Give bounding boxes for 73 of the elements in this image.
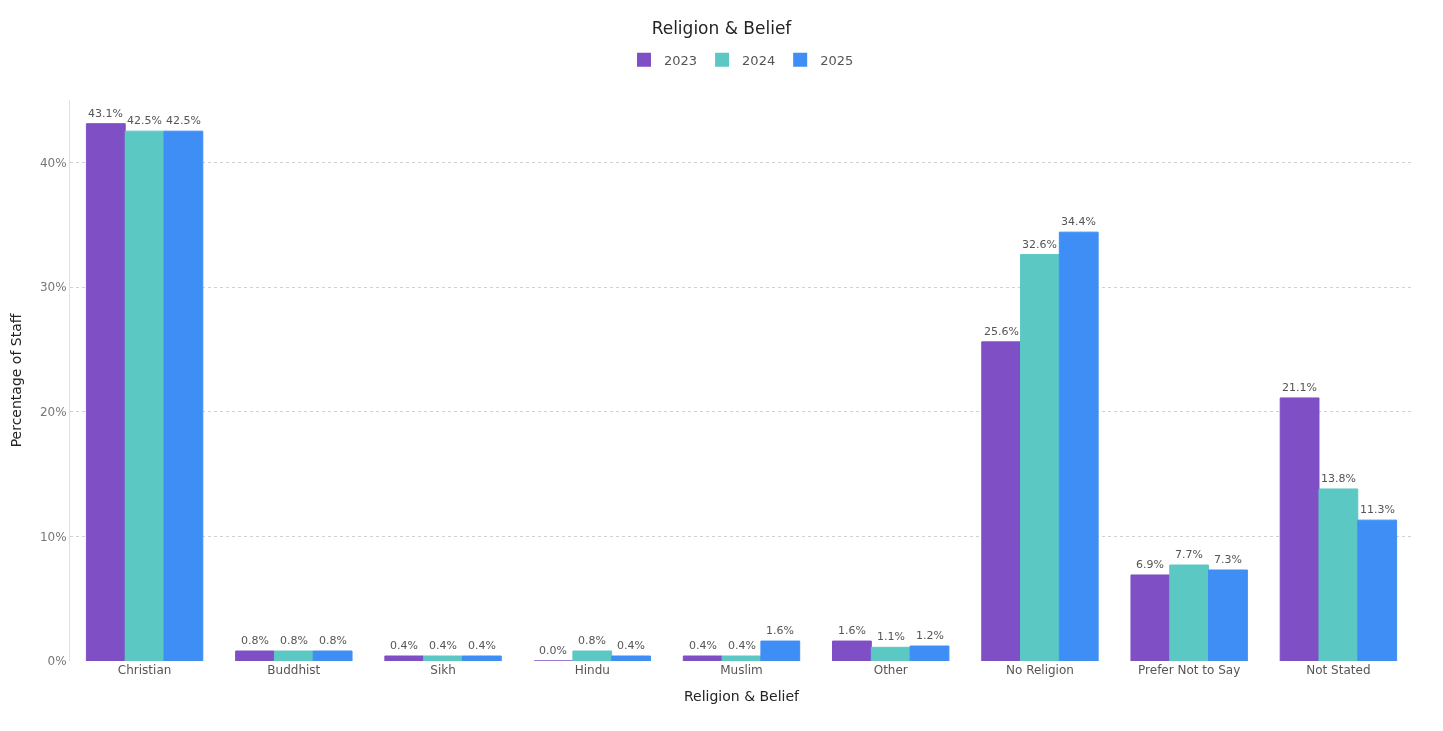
bar	[312, 650, 353, 661]
bar	[163, 130, 204, 661]
bar	[1058, 231, 1099, 661]
bar	[1208, 569, 1248, 661]
data-label: 0.8%	[319, 634, 347, 647]
legend-label: 2023	[664, 52, 698, 68]
data-label: 43.1%	[88, 107, 123, 120]
bar	[1020, 254, 1060, 661]
data-label: 21.1%	[1282, 381, 1317, 394]
data-label: 0.4%	[728, 639, 756, 652]
bar	[611, 655, 651, 661]
data-label: 1.2%	[916, 629, 944, 642]
y-tick-label: 0%	[47, 654, 67, 669]
bar	[273, 650, 314, 661]
y-axis-title: Percentage of Staff	[7, 313, 24, 448]
data-label: 32.6%	[1022, 238, 1057, 251]
bar	[461, 655, 502, 661]
x-tick-label: No Religion	[1005, 663, 1074, 677]
x-tick-label: Prefer Not to Say	[1138, 663, 1241, 677]
bar	[423, 655, 463, 661]
x-tick-label: Sikh	[430, 663, 456, 677]
x-tick-label: Muslim	[720, 663, 763, 677]
data-label: 0.4%	[429, 639, 457, 652]
x-tick-label: Christian	[117, 663, 172, 677]
data-label: 1.1%	[877, 630, 905, 643]
legend-label: 2025	[820, 52, 854, 68]
y-tick-label: 20%	[39, 404, 67, 419]
x-axis-title: Religion & Belief	[683, 688, 801, 705]
x-tick-label: Hindu	[574, 663, 610, 677]
data-label: 7.7%	[1175, 548, 1203, 561]
data-label: 0.8%	[280, 634, 308, 647]
x-tick-label: Other	[873, 663, 908, 677]
x-tick-label: Buddhist	[267, 663, 321, 677]
data-label: 1.6%	[838, 624, 866, 637]
data-label: 42.5%	[127, 114, 162, 127]
bar	[721, 655, 762, 661]
data-label: 11.3%	[1360, 503, 1395, 516]
data-label: 0.8%	[578, 634, 606, 647]
bar	[1169, 564, 1210, 661]
x-tick-label: Not Stated	[1306, 663, 1371, 677]
data-label: 0.4%	[468, 639, 496, 652]
bar	[1279, 397, 1320, 661]
bar	[760, 640, 801, 661]
bar	[572, 650, 613, 661]
bar	[384, 655, 425, 661]
chart-title: Religion & Belief	[651, 17, 793, 38]
data-label: 0.0%	[539, 644, 567, 657]
data-label: 34.4%	[1061, 215, 1096, 228]
data-label: 0.4%	[390, 639, 418, 652]
legend-label: 2024	[742, 52, 776, 68]
bar	[1130, 574, 1171, 661]
data-label: 0.4%	[689, 639, 717, 652]
data-label: 7.3%	[1214, 553, 1242, 566]
y-tick-label: 10%	[39, 529, 67, 544]
data-label: 6.9%	[1136, 558, 1164, 571]
bar	[1357, 519, 1398, 661]
bar	[832, 640, 872, 661]
data-label: 25.6%	[984, 325, 1019, 338]
bar	[981, 341, 1022, 661]
data-label: 0.4%	[617, 639, 645, 652]
bar	[235, 650, 275, 661]
bar	[870, 646, 911, 661]
data-label: 0.8%	[241, 634, 269, 647]
bar	[909, 645, 950, 661]
y-tick-label: 40%	[39, 155, 67, 170]
data-label: 42.5%	[166, 114, 201, 127]
data-label: 13.8%	[1321, 472, 1356, 485]
bar	[682, 655, 723, 661]
y-tick-label: 30%	[39, 280, 67, 295]
data-label: 1.6%	[766, 624, 794, 637]
bar	[85, 123, 126, 661]
bar	[1318, 488, 1359, 661]
bar	[124, 130, 165, 661]
